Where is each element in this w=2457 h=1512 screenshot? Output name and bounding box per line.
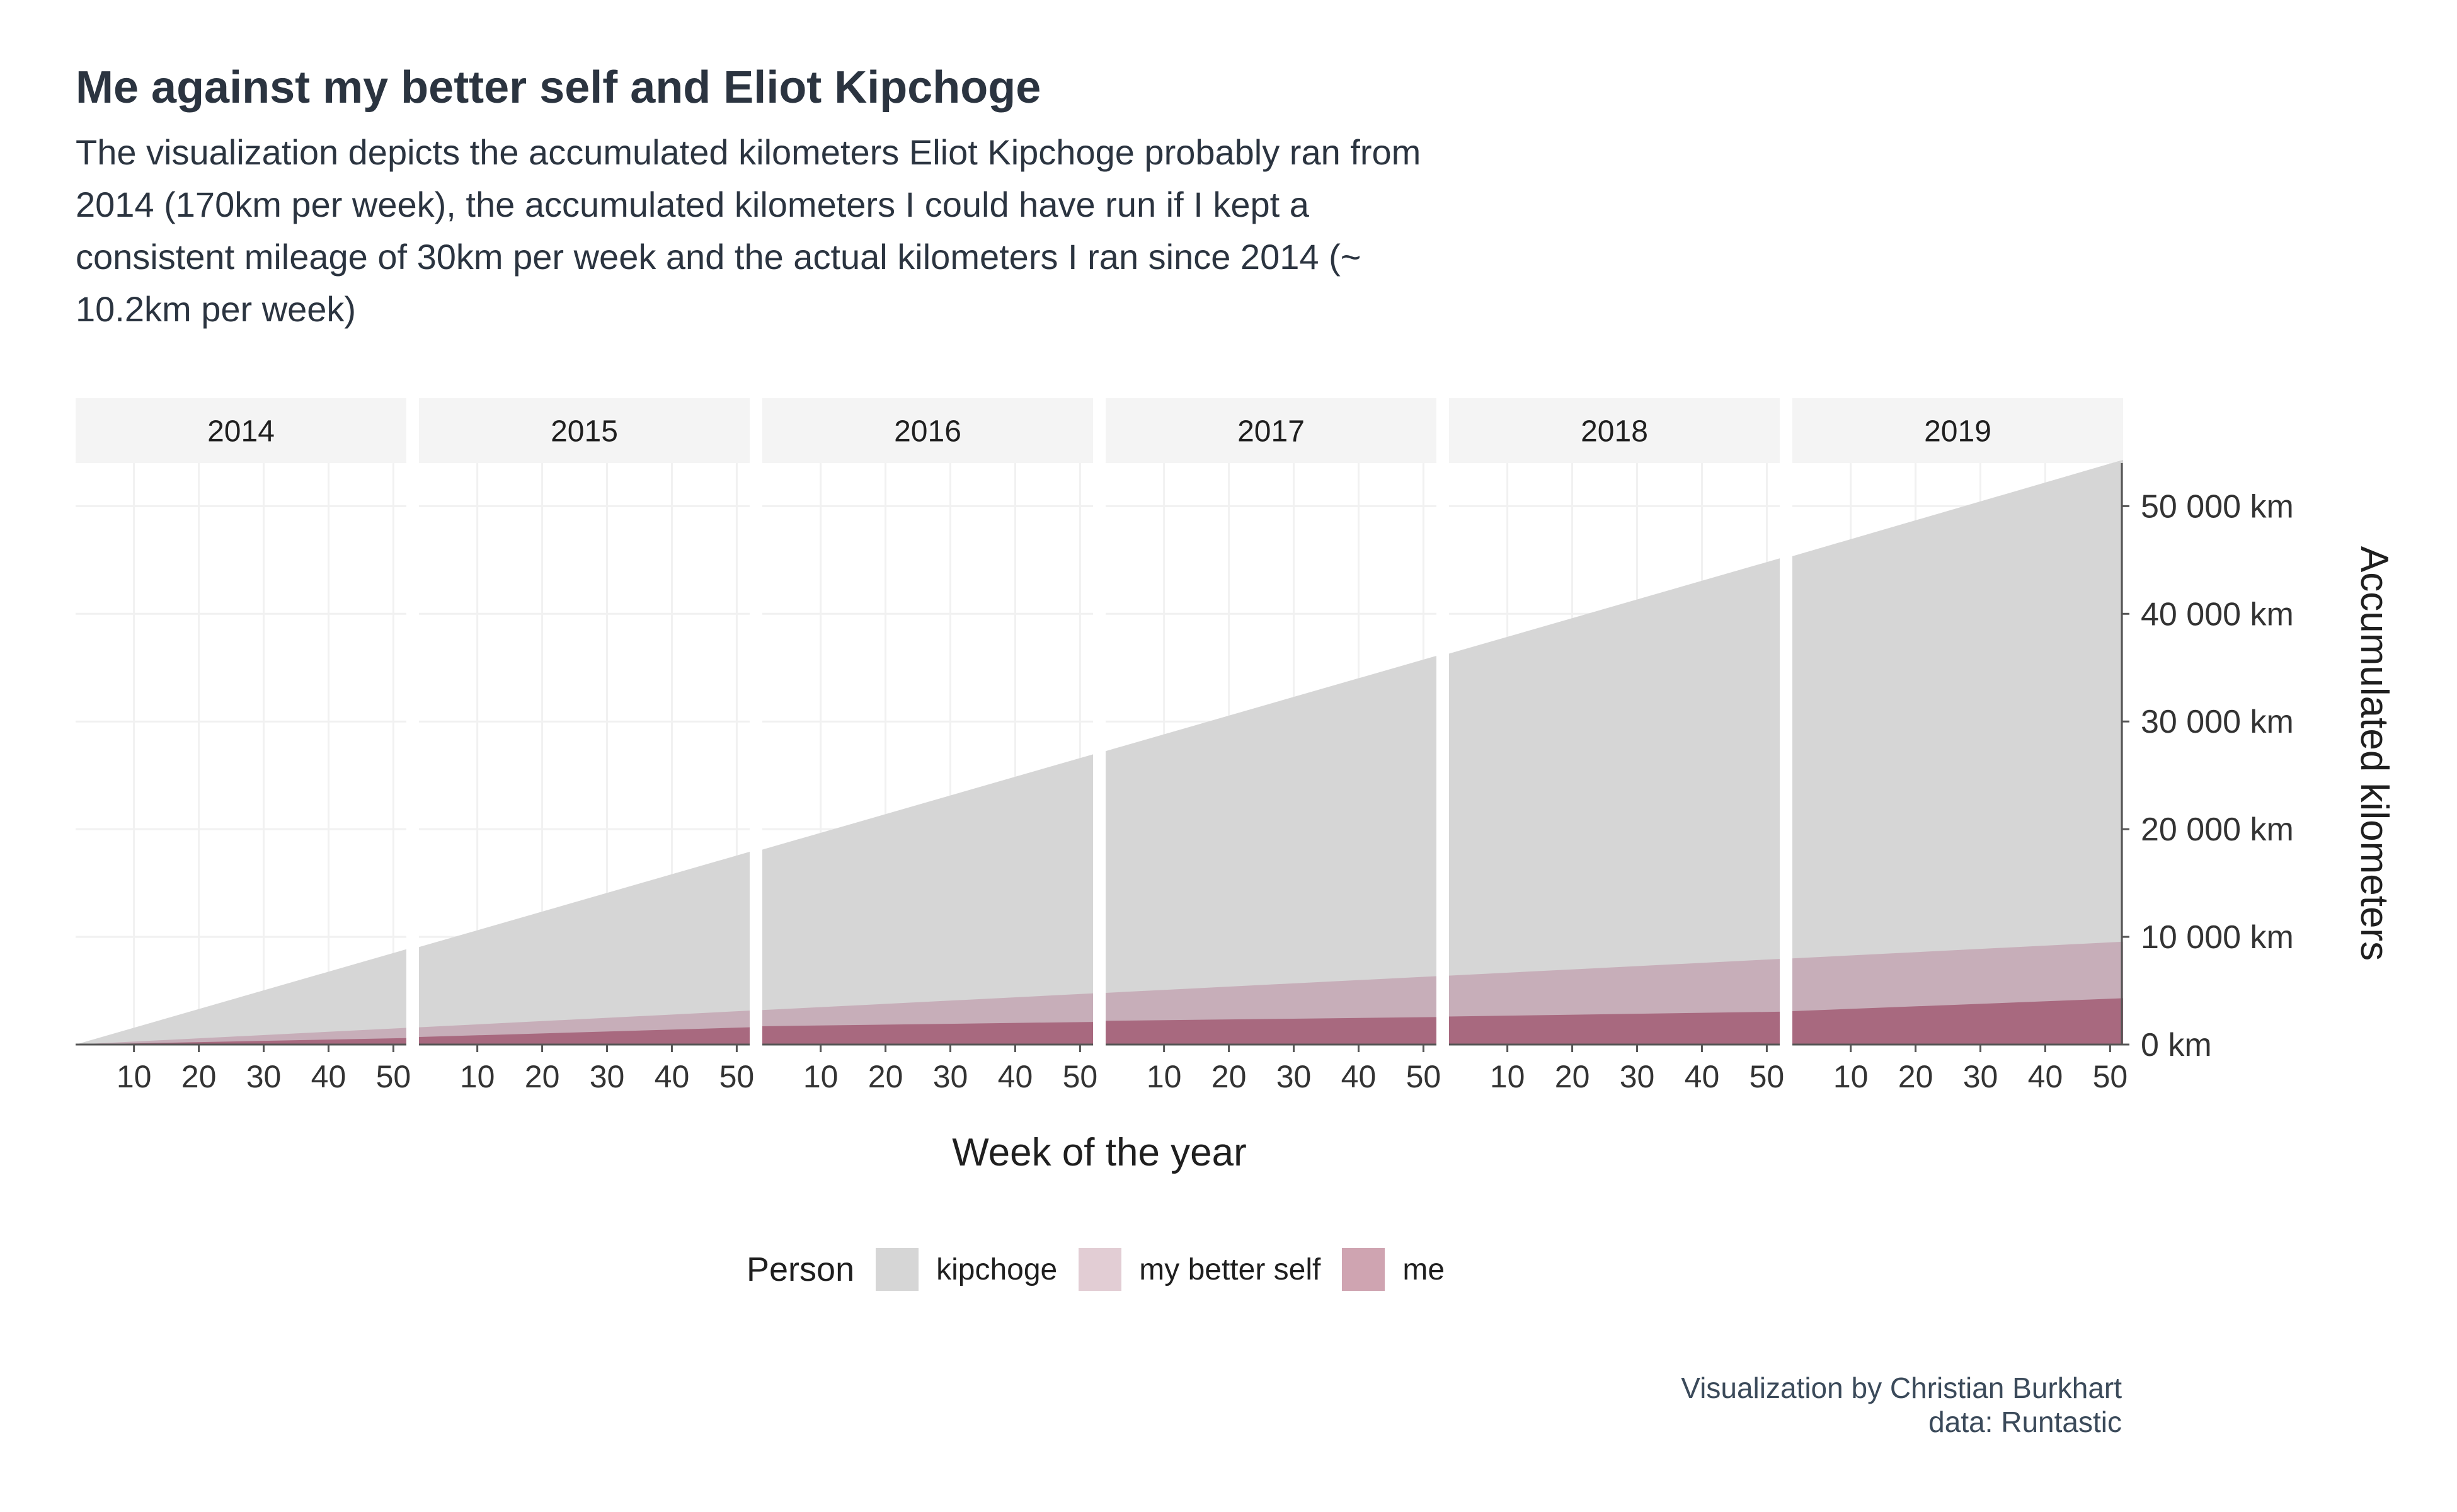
x-tick-label: 30 <box>933 1059 968 1094</box>
area-me-2018 <box>1449 1011 1780 1045</box>
x-tick-label: 10 <box>1833 1059 1869 1094</box>
x-tick-label: 40 <box>655 1059 690 1094</box>
x-tick-label: 50 <box>376 1059 411 1094</box>
y-tick-label: 20 000 km <box>2141 811 2294 848</box>
facet-label-2015: 2015 <box>551 415 618 449</box>
area-me-2015 <box>419 1027 750 1045</box>
x-tick-label: 20 <box>181 1059 217 1094</box>
facet-label-2017: 2017 <box>1237 415 1305 449</box>
legend-swatch-me <box>1342 1248 1385 1291</box>
x-tick-label: 50 <box>1063 1059 1098 1094</box>
x-tick-label: 10 <box>1490 1059 1525 1094</box>
chart-title: Me against my better self and Eliot Kipc… <box>76 62 1041 113</box>
area-me-2019 <box>1792 998 2123 1045</box>
area-kipchoge-2015 <box>419 852 750 1045</box>
facet-label-2016: 2016 <box>894 415 961 449</box>
x-tick-label: 10 <box>1147 1059 1182 1094</box>
x-tick-label: 20 <box>1898 1059 1933 1094</box>
facet-strip-2019 <box>1792 398 2123 463</box>
chart-subtitle: The visualization depicts the accumulate… <box>76 132 1421 329</box>
x-tick-label: 20 <box>525 1059 560 1094</box>
x-tick-label: 20 <box>1555 1059 1590 1094</box>
x-axis-title: Week of the year <box>952 1131 1247 1174</box>
x-tick-label: 10 <box>117 1059 152 1094</box>
x-tick-label: 50 <box>1406 1059 1441 1094</box>
area-kipchoge-2018 <box>1449 558 1780 1045</box>
x-tick-label: 30 <box>1276 1059 1312 1094</box>
legend-label-me: me <box>1402 1252 1445 1286</box>
y-axis-title: Accumulated kilometers <box>2352 546 2396 961</box>
area-kipchoge-2017 <box>1106 655 1436 1045</box>
x-tick-label: 30 <box>1963 1059 1998 1094</box>
area-me-2014 <box>76 1038 406 1045</box>
x-tick-label: 50 <box>1750 1059 1785 1094</box>
legend-swatch-kipchoge <box>876 1248 919 1291</box>
facet-strip-2018 <box>1449 398 1780 463</box>
x-tick-label: 10 <box>460 1059 495 1094</box>
x-tick-label: 30 <box>590 1059 625 1094</box>
area-me-2017 <box>1106 1017 1436 1045</box>
facet-strip-2016 <box>762 398 1093 463</box>
x-tick-label: 50 <box>719 1059 755 1094</box>
area-me-2016 <box>762 1022 1093 1045</box>
x-tick-label: 40 <box>998 1059 1033 1094</box>
x-tick-label: 40 <box>1341 1059 1377 1094</box>
x-tick-label: 40 <box>1685 1059 1720 1094</box>
legend-title: Person <box>747 1251 855 1288</box>
x-tick-label: 30 <box>246 1059 282 1094</box>
legend-label-kipchoge: kipchoge <box>936 1252 1058 1286</box>
facet-label-2014: 2014 <box>207 415 275 449</box>
y-tick-label: 50 000 km <box>2141 488 2294 525</box>
facet-label-2018: 2018 <box>1581 415 1648 449</box>
area-kipchoge-2016 <box>762 754 1093 1045</box>
area-kipchoge-2019 <box>1792 459 2123 1045</box>
legend-label-better-self: my better self <box>1139 1252 1321 1286</box>
x-tick-label: 40 <box>311 1059 346 1094</box>
facet-strip-2014 <box>76 398 406 463</box>
x-tick-label: 50 <box>2093 1059 2128 1094</box>
x-tick-label: 40 <box>2028 1059 2063 1094</box>
facet-strip-2015 <box>419 398 750 463</box>
caption-source: data: Runtastic <box>1928 1406 2122 1438</box>
x-tick-label: 10 <box>803 1059 839 1094</box>
facet-strip-2017 <box>1106 398 1436 463</box>
x-tick-label: 20 <box>1211 1059 1247 1094</box>
legend-swatch-better-self <box>1079 1248 1122 1291</box>
x-tick-label: 30 <box>1620 1059 1655 1094</box>
y-tick-label: 10 000 km <box>2141 919 2294 956</box>
caption: Visualization by Christian Burkhart data… <box>1681 1371 2122 1439</box>
facet-label-2019: 2019 <box>1924 415 1991 449</box>
y-tick-label: 40 000 km <box>2141 596 2294 633</box>
caption-credit: Visualization by Christian Burkhart <box>1681 1372 2122 1404</box>
y-tick-label: 0 km <box>2141 1027 2212 1063</box>
area-kipchoge-2014 <box>76 949 406 1045</box>
x-tick-label: 20 <box>868 1059 903 1094</box>
legend: Person kipchoge my better self me <box>747 1247 1466 1292</box>
y-tick-label: 30 000 km <box>2141 704 2294 740</box>
